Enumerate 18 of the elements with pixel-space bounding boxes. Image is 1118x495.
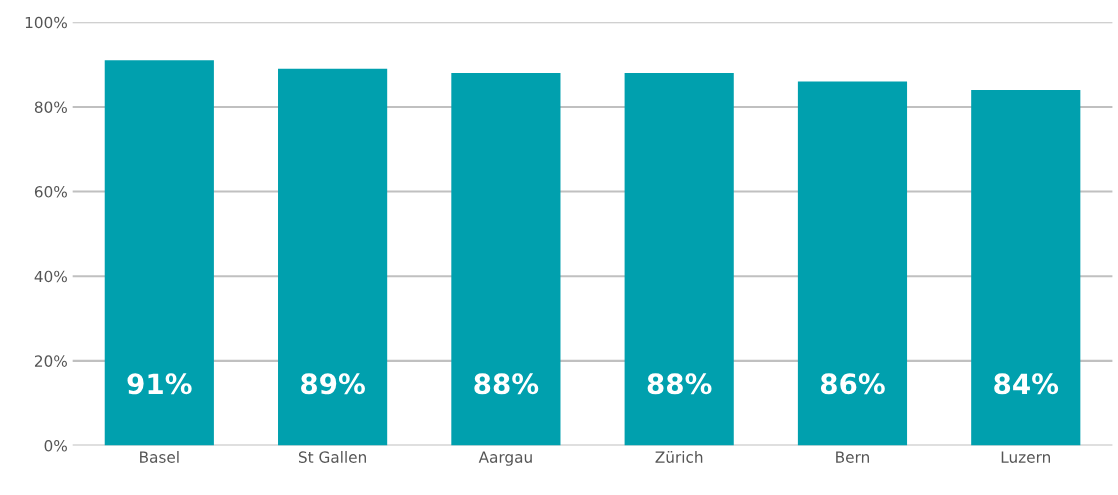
data-label: 88% xyxy=(647,373,712,395)
x-tick-label: Basel xyxy=(140,451,179,463)
y-tick-label: 0% xyxy=(44,439,67,452)
x-tick-label: Zürich xyxy=(655,451,703,463)
data-label: 89% xyxy=(301,373,365,395)
x-tick-label: Bern xyxy=(836,451,869,463)
x-tick-label: Aargau xyxy=(478,451,532,466)
y-tick-label: 40% xyxy=(34,270,67,283)
data-label: 86% xyxy=(820,373,885,395)
data-label: 91% xyxy=(127,373,192,395)
y-tick-label: 20% xyxy=(34,355,67,367)
x-tick-label: Luzern xyxy=(1001,451,1050,463)
data-label: 88% xyxy=(474,373,539,395)
y-tick-label: 80% xyxy=(34,101,67,113)
data-label: 84% xyxy=(994,373,1059,395)
x-tick-label: St Gallen xyxy=(298,451,366,463)
y-tick-label: 60% xyxy=(34,186,67,198)
y-tick-label: 100% xyxy=(25,16,67,29)
